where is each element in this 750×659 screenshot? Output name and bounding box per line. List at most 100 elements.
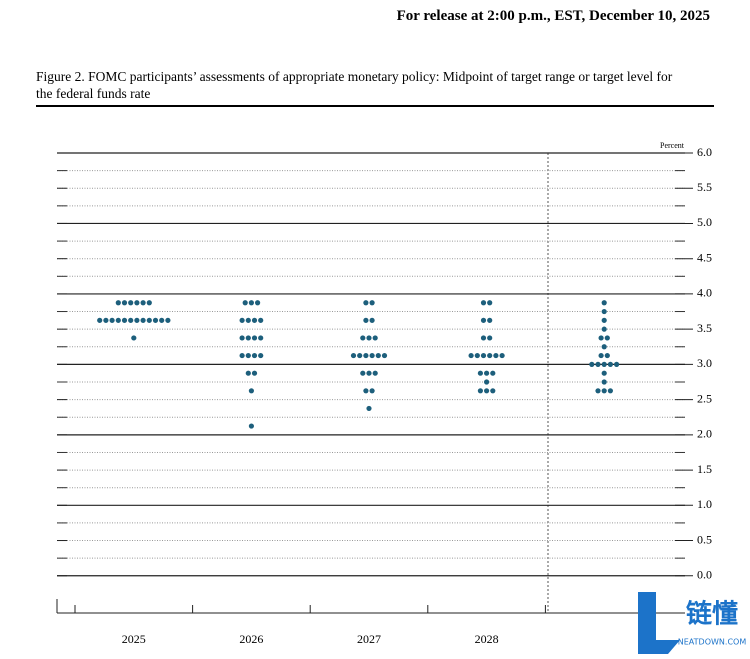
dot [248,388,254,394]
dot [480,317,487,323]
dot [487,352,493,359]
dot [595,388,601,394]
dot [601,361,607,367]
dot [480,335,487,341]
dot [375,352,381,359]
watermark-site: NEATDOWN.COM [678,638,747,647]
dot [487,335,493,341]
dot [601,308,607,315]
dot [251,370,258,376]
dot [601,300,607,306]
dot [115,300,121,306]
dot [239,335,245,341]
dot [601,388,607,394]
dot [258,352,264,359]
dot [366,405,372,412]
dot [131,335,137,341]
dot [598,335,604,341]
dot [477,388,483,394]
dot [248,300,254,306]
y-tick-label: 2.5 [697,391,712,405]
watermark: 链懂 NEATDOWN.COM [638,592,746,654]
dot [360,335,366,341]
dot [604,335,610,341]
dot [258,335,264,341]
dot [607,361,614,367]
y-tick-label: 3.5 [697,321,712,335]
y-tick-label: 2.0 [697,427,712,441]
y-tick-label: 0.0 [697,568,712,582]
dot [487,317,493,323]
x-tick-label: 2028 [475,632,499,646]
dot [140,317,146,323]
dot [121,317,128,323]
dot [493,352,499,359]
dot [369,300,375,306]
dot [369,388,375,394]
dot [381,352,388,359]
dot [255,300,261,306]
dot [484,379,490,385]
dot [601,344,607,350]
dot [363,352,369,359]
dot [146,317,152,323]
dot [372,370,378,376]
dot [372,335,378,341]
dot [128,300,134,306]
dot [251,335,258,341]
chart-title: Figure 2. FOMC participants’ assessments… [36,69,673,101]
y-tick-label: 4.0 [697,286,712,300]
dot [121,300,128,306]
dot [363,300,369,306]
y-tick-label: 5.5 [697,180,712,194]
dot [487,300,493,306]
dot [589,361,595,367]
dot [134,300,140,306]
dot [607,388,614,394]
dot [251,317,258,323]
dot [242,300,248,306]
dot [140,300,146,306]
y-tick-label: 5.0 [697,215,712,229]
dot [245,335,251,341]
dot [480,352,487,359]
release-header: For release at 2:00 p.m., EST, December … [396,8,710,24]
dot [366,370,372,376]
dot [128,317,134,323]
dot [248,423,254,429]
dot [366,335,372,341]
dot [245,317,251,323]
dot [239,352,245,359]
dot [165,317,171,323]
dot [490,370,496,376]
y-tick-label: 1.0 [697,497,712,511]
dot [251,352,258,359]
dot [468,352,474,359]
watermark-brand: 链懂 [686,599,738,630]
dot [134,317,140,323]
x-tick-label: 2025 [122,632,146,646]
x-tick-label: 2027 [357,632,381,646]
dot [97,317,103,323]
dot [103,317,109,323]
y-tick-label: 1.5 [697,462,712,476]
dot [484,370,490,376]
dot [480,300,487,306]
y-tick-label: 0.5 [697,532,712,546]
dot [484,388,490,394]
dot [601,370,607,376]
title-rule [36,105,714,107]
y-axis-label: Percent [660,141,685,150]
y-tick-label: 4.5 [697,250,712,264]
dot [601,317,607,323]
dot [601,326,607,332]
dot [115,317,121,323]
dot [159,317,165,323]
dot [245,352,251,359]
dot [601,379,607,385]
y-tick-label: 6.0 [697,145,712,159]
dot [239,317,245,323]
dot [474,352,480,359]
